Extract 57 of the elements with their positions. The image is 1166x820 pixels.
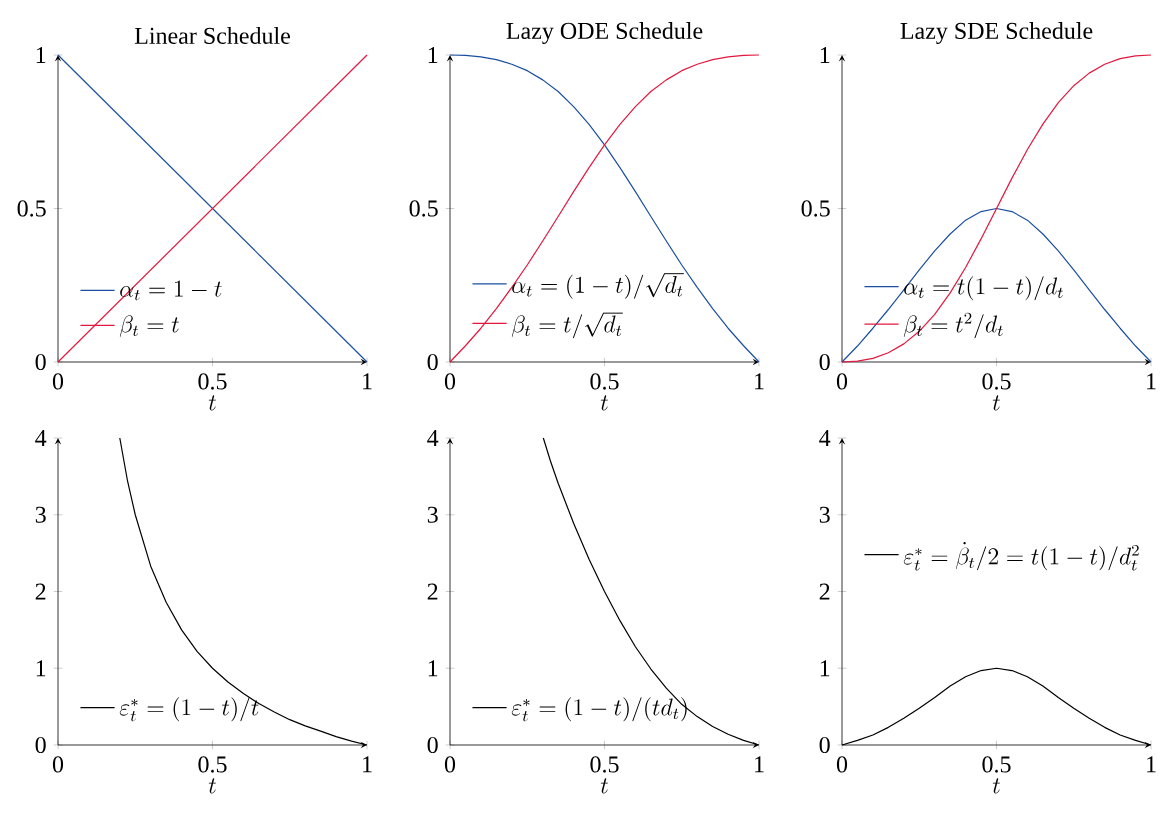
x-tick-label: 0 xyxy=(836,373,848,390)
x-axis-title: $t$ xyxy=(208,778,216,794)
x-axis-title: $t$ xyxy=(600,395,608,411)
x-tick-label: 1 xyxy=(363,756,372,773)
legend-label: $\beta_t = t/\sqrt{d_t}$ xyxy=(511,312,623,339)
x-tick-label: 0 xyxy=(836,756,848,773)
y-tick-label: 0 xyxy=(35,353,46,371)
x-tick-label: 0 xyxy=(444,373,456,390)
y-tick-label: 1 xyxy=(36,47,46,63)
y-tick-label: 2 xyxy=(427,583,438,600)
y-tick-label: 0.5 xyxy=(17,200,46,217)
x-axis-title: $t$ xyxy=(208,395,216,411)
y-tick-label: 1 xyxy=(36,660,46,677)
x-tick-label: 0.5 xyxy=(982,756,1011,773)
y-tick-label: 4 xyxy=(35,430,47,446)
y-tick-label: 4 xyxy=(819,430,831,446)
chart-title: Lazy SDE Schedule xyxy=(900,22,1093,44)
legend-label: $\alpha_t = (1-t)/\sqrt{d_t}$ xyxy=(512,273,684,299)
x-tick-label: 0 xyxy=(52,373,64,390)
y-tick-label: 0 xyxy=(427,736,438,754)
x-tick-label: 1 xyxy=(1147,756,1156,773)
y-tick-label: 1 xyxy=(820,47,830,63)
y-tick-label: 0.5 xyxy=(409,200,438,217)
legend-label: $\varepsilon^*_t = (1-t)/(t d_t)$ xyxy=(511,697,687,722)
y-tick-label: 0 xyxy=(35,736,46,754)
y-tick-label: 1 xyxy=(428,660,438,677)
y-tick-label: 3 xyxy=(819,506,830,523)
x-tick-label: 0.5 xyxy=(590,373,619,390)
x-tick-label: 0.5 xyxy=(198,756,227,773)
chart-title: Lazy ODE Schedule xyxy=(506,22,703,44)
y-tick-label: 3 xyxy=(427,506,438,523)
y-tick-label: 0 xyxy=(819,353,830,371)
x-tick-label: 1 xyxy=(363,373,372,390)
y-tick-label: 0 xyxy=(819,736,830,754)
x-tick-label: 0.5 xyxy=(198,373,227,390)
chart-title: Linear Schedule xyxy=(134,27,290,44)
y-tick-label: 2 xyxy=(819,583,830,600)
x-tick-label: 0 xyxy=(52,756,64,773)
x-tick-label: 0.5 xyxy=(982,373,1011,390)
x-axis-title: $t$ xyxy=(600,778,608,794)
y-tick-label: 1 xyxy=(820,660,830,677)
legend-label: $\varepsilon^*_t = (1-t)/t$ xyxy=(119,697,259,722)
y-tick-label: 0 xyxy=(427,353,438,371)
legend-label: $\varepsilon^*_t = \dot{\beta}_t/2 = t(1-t)/d_t^2$ xyxy=(903,542,1139,571)
legend-label: $\beta_t = t$ xyxy=(119,315,179,337)
x-tick-label: 0.5 xyxy=(590,756,619,773)
x-axis-title: $t$ xyxy=(992,778,1000,794)
y-tick-label: 4 xyxy=(427,430,439,446)
y-tick-label: 1 xyxy=(428,47,438,63)
x-tick-label: 1 xyxy=(755,373,764,390)
y-tick-label: 3 xyxy=(35,506,46,523)
x-tick-label: 0 xyxy=(444,756,456,773)
y-tick-label: 2 xyxy=(35,583,46,600)
y-tick-label: 0.5 xyxy=(801,200,830,217)
x-axis-title: $t$ xyxy=(992,395,1000,411)
x-tick-label: 1 xyxy=(1147,373,1156,390)
x-tick-label: 1 xyxy=(755,756,764,773)
